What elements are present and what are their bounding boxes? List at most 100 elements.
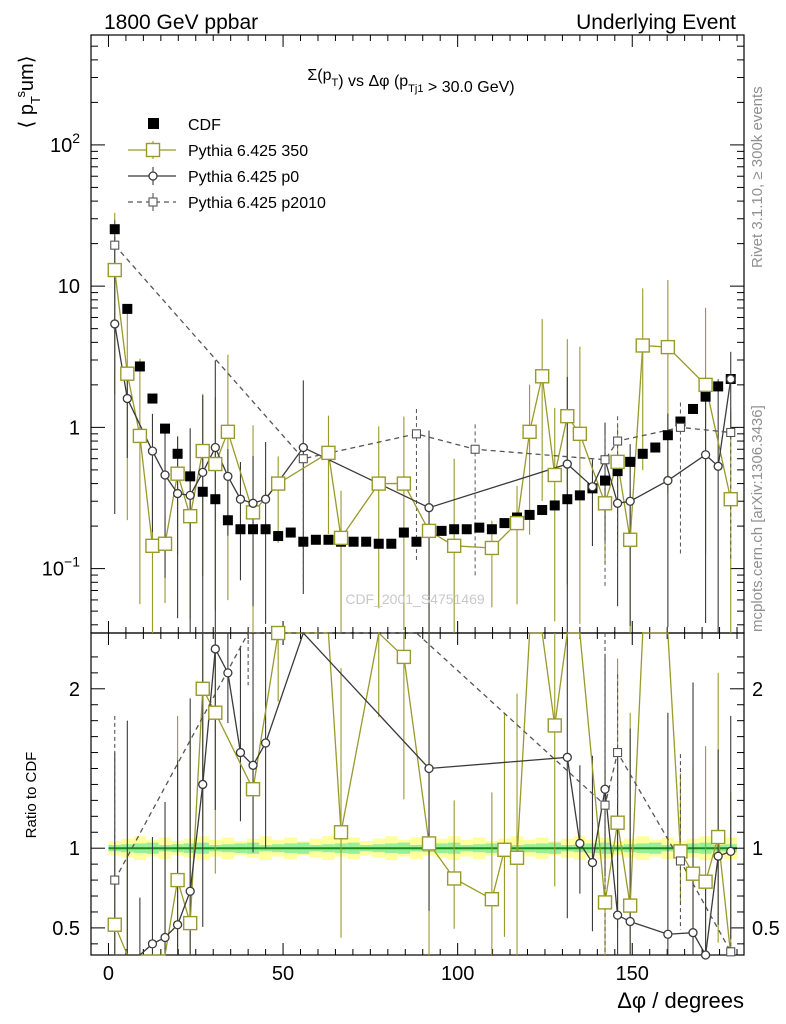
data-point-cdf xyxy=(134,361,145,372)
data-point-cdf xyxy=(323,534,334,545)
ratio-y-tick-label: 1 xyxy=(69,838,80,860)
data-point-cdf xyxy=(248,524,259,535)
data-point-pythia-350 xyxy=(157,536,173,551)
y-tick-label: 1 xyxy=(69,417,80,439)
data-point-pythia-350 xyxy=(195,443,210,459)
data-point-cdf xyxy=(449,524,460,535)
data-point-cdf xyxy=(600,475,611,486)
data-point-pythia-350 xyxy=(635,338,650,353)
data-point-cdf xyxy=(260,524,271,535)
data-point-pythia-350 xyxy=(170,466,185,481)
analysis-watermark: CDF_2001_S4751469 xyxy=(345,591,485,607)
data-point-pythia-350 xyxy=(145,538,160,554)
axis-ticks: 0 50 100 150 10−1 1 10 102 0.5 0.5 1 1 2 2 xyxy=(42,34,780,985)
data-point-pythia-p2010 xyxy=(411,429,422,439)
data-point-pythia-p0 xyxy=(663,475,673,486)
ratio-point-pythia-p0 xyxy=(172,920,183,930)
data-point-pythia-p0 xyxy=(298,442,308,453)
data-point-pythia-350 xyxy=(333,530,349,546)
ratio-point-pythia-p0 xyxy=(726,846,736,857)
legend-marker-pythia-p0 xyxy=(148,171,158,181)
data-point-pythia-350 xyxy=(723,492,738,507)
data-point-pythia-350 xyxy=(484,540,500,556)
y-tick-label: 10 xyxy=(58,276,80,298)
ratio-point-pythia-350 xyxy=(610,815,625,830)
data-point-cdf xyxy=(361,536,372,547)
data-point-pythia-350 xyxy=(698,377,713,393)
ratio-point-pythia-350 xyxy=(182,915,198,931)
ratio-point-pythia-p0 xyxy=(575,838,585,849)
data-point-cdf xyxy=(235,524,246,535)
data-point-pythia-p2010 xyxy=(613,436,623,446)
data-point-pythia-350 xyxy=(182,508,198,524)
ratio-point-pythia-p0 xyxy=(160,932,170,943)
data-point-pythia-350 xyxy=(396,476,412,491)
data-point-pythia-p2010 xyxy=(675,422,685,432)
ratio-point-pythia-p2010 xyxy=(110,875,120,885)
data-point-cdf xyxy=(285,527,296,538)
data-point-pythia-p0 xyxy=(612,498,623,508)
data-point-cdf xyxy=(688,403,699,414)
data-point-pythia-350 xyxy=(610,454,625,470)
data-point-pythia-p0 xyxy=(248,498,258,508)
data-point-pythia-350 xyxy=(208,456,223,472)
ratio-point-pythia-p2010 xyxy=(600,800,610,810)
data-point-pythia-p0 xyxy=(185,490,195,501)
data-point-pythia-p0 xyxy=(198,467,208,478)
legend-marker-pythia-350 xyxy=(145,142,161,158)
data-point-cdf xyxy=(612,466,623,477)
error-bars xyxy=(114,212,732,955)
data-point-pythia-p0 xyxy=(713,461,723,471)
data-point-cdf xyxy=(662,430,673,441)
ratio-point-pythia-p0 xyxy=(235,747,246,758)
legend-marker-pythia-p2010 xyxy=(148,197,158,207)
mcplots-label: mcplots.cern.ch [arXiv:1306.3436] xyxy=(749,405,766,632)
x-tick-label: 0 xyxy=(103,963,114,985)
data-point-pythia-p0 xyxy=(700,450,711,460)
data-point-cdf xyxy=(474,522,485,533)
legend-marker-cdf xyxy=(148,118,159,129)
data-point-pythia-p2010 xyxy=(600,455,610,465)
data-point-pythia-350 xyxy=(522,424,537,440)
data-point-pythia-p0 xyxy=(726,374,736,384)
data-point-pythia-350 xyxy=(597,496,613,511)
data-point-cdf xyxy=(549,500,560,511)
data-point-pythia-p0 xyxy=(235,494,246,504)
data-point-cdf xyxy=(700,391,711,402)
series-line-3 xyxy=(114,244,731,461)
ratio-point-pythia-p2010 xyxy=(726,947,736,957)
data-point-cdf xyxy=(574,490,585,501)
ratio-point-pythia-p0 xyxy=(260,738,271,748)
ratio-y-tick-label-right: 2 xyxy=(752,679,763,701)
data-point-cdf xyxy=(160,423,171,434)
ratio-point-pythia-350 xyxy=(509,850,525,865)
ratio-point-pythia-350 xyxy=(245,782,261,797)
data-point-pythia-p0 xyxy=(625,496,635,506)
data-point-cdf xyxy=(524,509,535,520)
data-point-cdf xyxy=(298,536,309,547)
data-point-cdf xyxy=(348,536,359,547)
data-point-cdf xyxy=(222,515,233,526)
data-point-pythia-350 xyxy=(107,262,122,278)
data-point-pythia-p0 xyxy=(210,442,220,453)
data-point-cdf xyxy=(713,381,724,392)
ratio-point-pythia-350 xyxy=(421,836,437,851)
ratio-point-pythia-p0 xyxy=(248,760,258,770)
legend-label: CDF xyxy=(188,117,221,134)
ratio-point-pythia-p0 xyxy=(185,886,195,896)
ratio-point-pythia-350 xyxy=(597,895,613,910)
data-point-pythia-p0 xyxy=(122,393,132,404)
ratio-point-pythia-p2010 xyxy=(675,856,685,866)
data-point-pythia-350 xyxy=(421,523,437,539)
data-point-cdf xyxy=(675,416,686,427)
ratio-point-pythia-350 xyxy=(170,872,185,888)
ratio-point-pythia-350 xyxy=(270,625,286,641)
data-point-cdf xyxy=(411,536,422,547)
data-point-pythia-p2010 xyxy=(726,427,736,438)
ratio-point-pythia-p0 xyxy=(713,851,723,861)
ratio-point-pythia-p0 xyxy=(210,644,220,654)
data-point-cdf xyxy=(625,456,636,467)
ratio-y-tick-label-right: 1 xyxy=(752,838,763,860)
data-point-pythia-350 xyxy=(547,467,562,483)
data-point-cdf xyxy=(499,518,510,529)
